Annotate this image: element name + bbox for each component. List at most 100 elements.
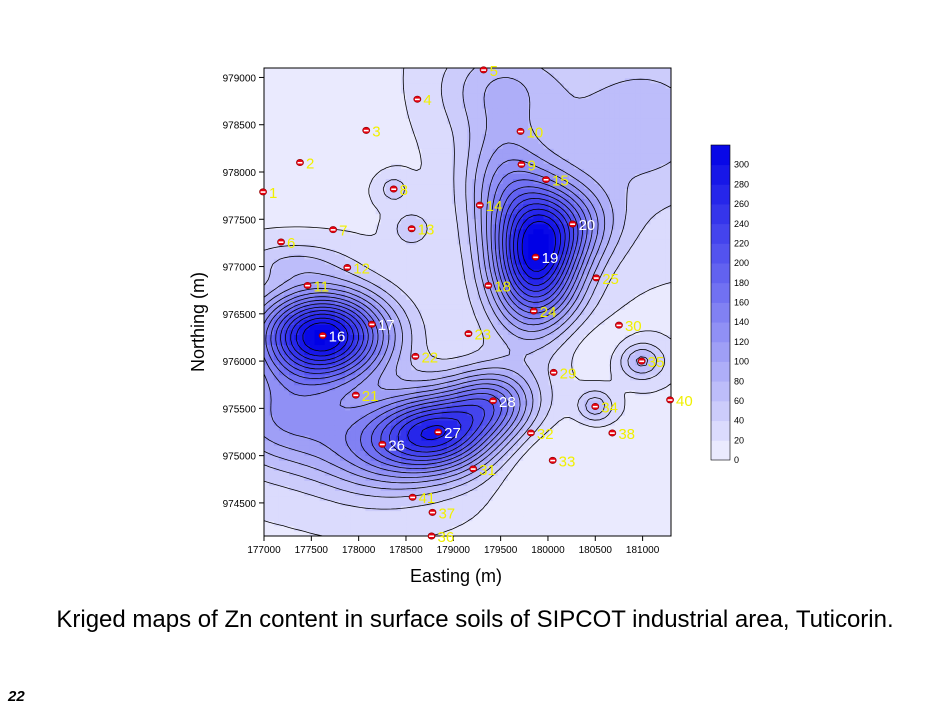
plot-frame (263, 67, 672, 537)
sample-label: 37 (438, 505, 455, 522)
colorbar-label: 140 (734, 317, 749, 327)
y-tick-label: 976500 (223, 310, 257, 321)
x-tick-label: 178000 (342, 545, 376, 556)
y-tick-label: 975000 (223, 452, 257, 463)
x-tick-label: 179000 (437, 545, 471, 556)
x-tick-label: 179500 (484, 545, 518, 556)
colorbar-label: 0 (734, 455, 739, 465)
colorbar-swatch (711, 440, 730, 461)
colorbar-label: 160 (734, 298, 749, 308)
sample-point: 13 (407, 222, 435, 239)
colorbar-label: 60 (734, 396, 744, 406)
sample-points: 1234567891011121314151617181920212223242… (259, 63, 693, 546)
sample-label: 23 (474, 327, 491, 344)
colorbar-swatch (711, 361, 730, 382)
sample-label: 25 (602, 271, 619, 288)
x-tick-label: 178500 (389, 545, 423, 556)
x-tick-label: 180000 (531, 545, 565, 556)
y-tick-label: 979000 (223, 73, 257, 84)
x-axis-title: Easting (m) (410, 566, 502, 586)
colorbar-label: 220 (734, 238, 749, 248)
sample-point: 24 (529, 304, 556, 321)
sample-point: 38 (608, 426, 635, 443)
sample-label: 10 (527, 124, 544, 141)
sample-point: 5 (479, 63, 498, 80)
sample-label: 35 (648, 354, 665, 371)
sample-label: 41 (419, 490, 436, 507)
sample-point: 16 (318, 329, 345, 346)
colorbar-label: 80 (734, 376, 744, 386)
sample-point: 22 (411, 349, 438, 366)
sample-label: 8 (400, 182, 408, 199)
colorbar-swatch (711, 164, 730, 185)
colorbar-label: 260 (734, 199, 749, 209)
y-tick-label: 978000 (223, 168, 257, 179)
sample-point: 6 (277, 235, 295, 252)
colorbar-label: 300 (734, 160, 749, 170)
colorbar-label: 40 (734, 416, 744, 426)
sample-label: 20 (579, 217, 596, 234)
sample-label: 40 (676, 393, 693, 410)
colorbar-label: 280 (734, 179, 749, 189)
sample-point: 34 (591, 399, 618, 416)
sample-point: 41 (408, 490, 436, 507)
sample-label: 30 (625, 318, 642, 335)
sample-label: 31 (479, 462, 496, 479)
sample-point: 40 (666, 393, 693, 410)
x-tick-label: 180500 (579, 545, 613, 556)
axes: 177000 177500 178000 178500 179000 179500 1800… (223, 73, 660, 556)
sample-point: 18 (484, 278, 511, 295)
sample-point: 32 (527, 426, 554, 443)
colorbar-swatch (711, 263, 730, 284)
sample-point: 4 (413, 92, 432, 109)
colorbar-swatch (711, 145, 730, 166)
sample-point: 33 (548, 453, 576, 470)
sample-label: 33 (559, 453, 576, 470)
sample-point: 23 (464, 327, 491, 344)
sample-point: 1 (259, 185, 277, 202)
sample-point: 3 (362, 123, 381, 140)
sample-point: 8 (389, 182, 408, 199)
sample-label: 29 (560, 365, 577, 382)
sample-point: 20 (568, 217, 596, 234)
sample-point: 27 (434, 425, 461, 442)
sample-label: 17 (378, 317, 395, 334)
sample-label: 36 (438, 529, 455, 546)
sample-point: 9 (517, 157, 536, 174)
sample-point: 7 (329, 223, 347, 240)
colorbar-label: 180 (734, 278, 749, 288)
sample-point: 14 (475, 198, 502, 215)
colorbar-swatch (711, 381, 730, 402)
sample-label: 27 (444, 425, 461, 442)
sample-label: 21 (362, 388, 379, 405)
colorbar-label: 100 (734, 357, 749, 367)
sample-label: 3 (372, 123, 380, 140)
y-tick-label: 978500 (223, 121, 257, 132)
sample-label: 32 (537, 426, 554, 443)
colorbar-swatch (711, 282, 730, 303)
sample-label: 5 (490, 63, 498, 80)
slide-caption: Kriged maps of Zn content in surface soi… (56, 606, 894, 633)
colorbar: 0 20 40 60 80 100 120 140 160 180 200 220 240 260 280 3… (710, 144, 749, 465)
kriged-zn-map: 177000 177500 178000 178500 179000 179500 1800… (188, 63, 749, 586)
sample-label: 1 (269, 185, 277, 202)
colorbar-swatch (711, 243, 730, 264)
sample-label: 28 (499, 394, 516, 411)
colorbar-swatch (711, 400, 730, 422)
sample-point: 11 (303, 278, 329, 295)
colorbar-swatch (711, 223, 730, 244)
sample-label: 34 (601, 399, 618, 416)
sample-point: 36 (427, 529, 455, 546)
sample-point: 37 (428, 505, 455, 522)
sample-point: 29 (549, 365, 577, 382)
sample-label: 15 (552, 173, 569, 190)
slide-number: 22 (8, 688, 25, 705)
sample-label: 6 (287, 235, 295, 252)
y-tick-label: 977000 (223, 263, 257, 274)
sample-label: 13 (418, 222, 435, 239)
sample-label: 7 (339, 223, 347, 240)
sample-label: 12 (353, 260, 370, 277)
sample-point: 26 (378, 437, 405, 454)
sample-label: 18 (494, 278, 511, 295)
